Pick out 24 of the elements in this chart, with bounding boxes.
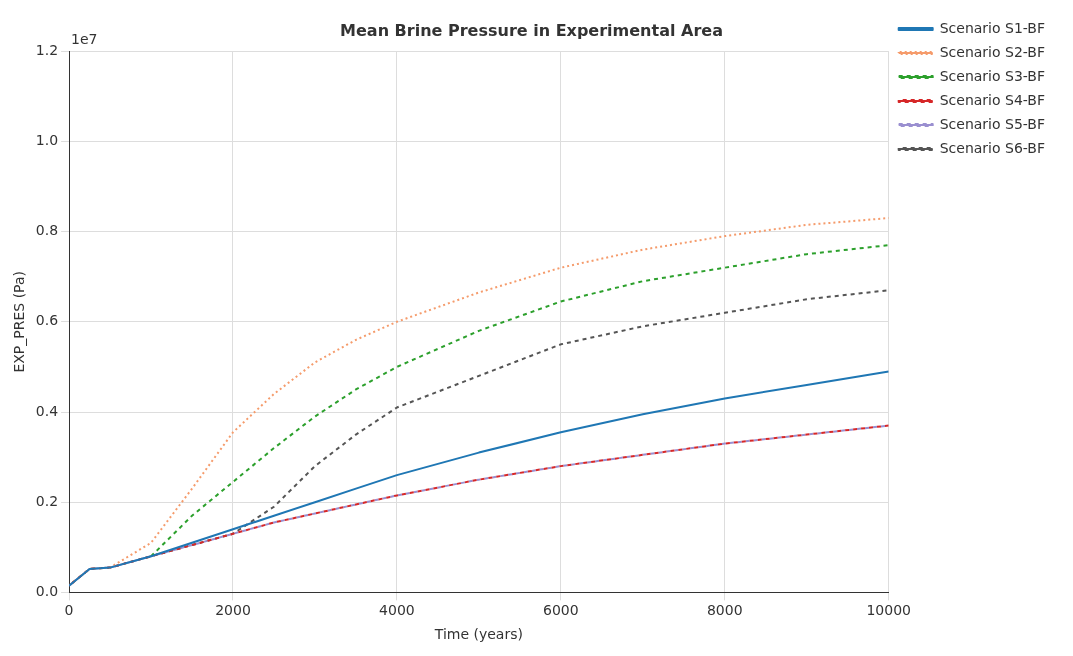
- legend-label: Scenario S3-BF: [939, 67, 1046, 84]
- y-tick-label: 0.4: [35, 402, 59, 419]
- x-tick-label: 6000: [543, 602, 579, 619]
- legend-label: Scenario S5-BF: [939, 115, 1046, 132]
- legend-label: Scenario S1-BF: [939, 19, 1046, 36]
- x-axis-title: Time (years): [433, 626, 523, 643]
- legend-label: Scenario S2-BF: [939, 43, 1046, 60]
- x-tick-label: 0: [64, 602, 74, 619]
- x-tick-label: 10000: [866, 602, 911, 619]
- y-axis-title: EXP_PRES (Pa): [11, 271, 28, 373]
- x-tick-label: 8000: [706, 602, 743, 619]
- y-tick-label: 0.2: [35, 492, 59, 509]
- line-series: [150, 244, 889, 558]
- y-tick-label: 0.0: [35, 583, 59, 600]
- x-tick-label: 4000: [379, 602, 415, 619]
- y-tick-label: 1.0: [35, 132, 59, 149]
- legend-label: Scenario S6-BF: [939, 139, 1046, 156]
- y-tick-label: 0.6: [35, 312, 59, 329]
- chart-title: Mean Brine Pressure in Experimental Area: [340, 20, 723, 40]
- legend-label: Scenario S4-BF: [939, 91, 1046, 108]
- x-tick-label: 2000: [215, 602, 251, 619]
- text: 1e7: [71, 30, 98, 47]
- y-tick-label: 1.2: [35, 41, 59, 58]
- y-tick-label: 0.8: [35, 222, 59, 239]
